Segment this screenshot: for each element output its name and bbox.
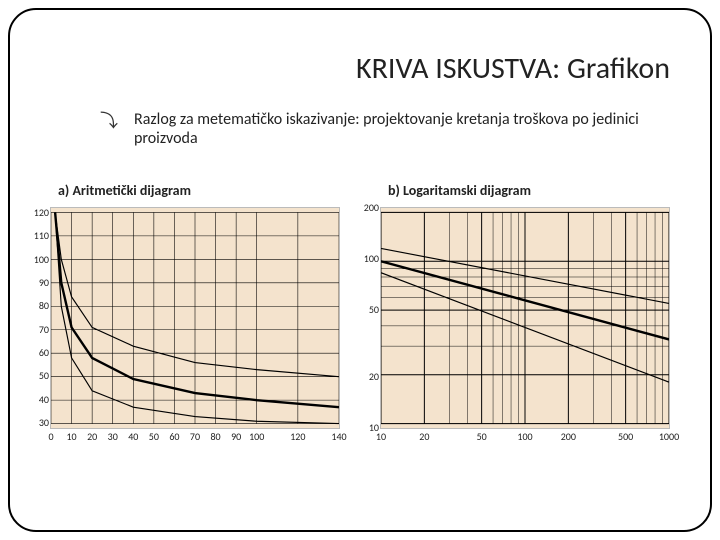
slide-frame: KRIVA ISKUSTVA: Grafikon ⤵ Razlog za met…	[8, 8, 712, 532]
right-ylabels: 200100502010	[353, 208, 379, 428]
right-chart: 200100502010 1020501002005001000	[380, 207, 670, 429]
left-chart: 12011010090807060504030 0102030405060708…	[50, 207, 340, 429]
left-xlabels: 0102030405060708090100120140	[51, 430, 339, 442]
page-title: KRIVA ISKUSTVA: Grafikon	[50, 50, 670, 87]
right-chart-header: b) Logaritamski dijagram	[380, 180, 670, 201]
chart-wrap: a) Aritmetički dijagram b) Logaritamski …	[50, 180, 670, 429]
bullet-text: Razlog za metematičko iskazivanje: proje…	[134, 110, 670, 148]
bullet-icon: ⤵	[100, 110, 118, 148]
right-xlabels: 1020501002005001000	[381, 430, 669, 442]
left-ylabels: 12011010090807060504030	[23, 208, 49, 428]
left-chart-header: a) Aritmetički dijagram	[50, 180, 340, 201]
bullet-row: ⤵ Razlog za metematičko iskazivanje: pro…	[100, 110, 670, 148]
